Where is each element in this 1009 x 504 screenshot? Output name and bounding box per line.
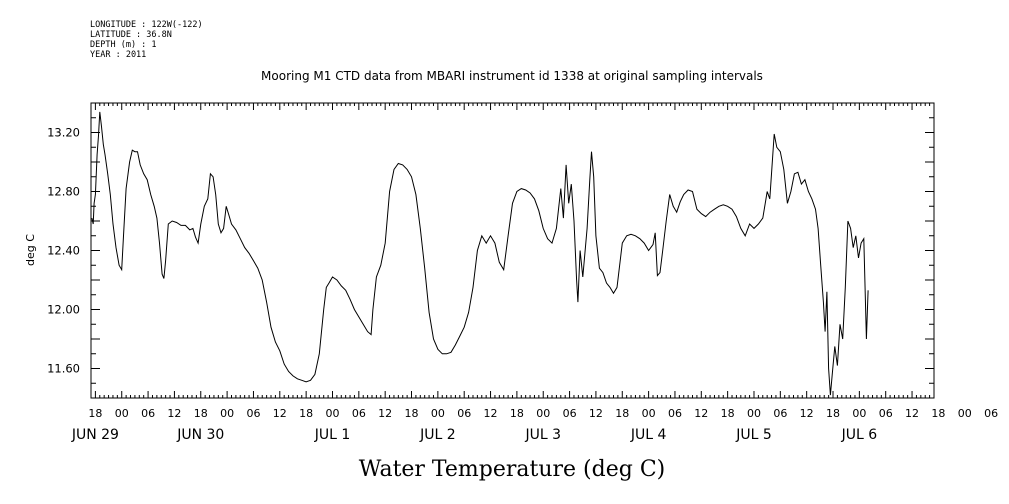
x-hour-label: 12 bbox=[694, 407, 708, 420]
year-label: YEAR : 2011 bbox=[90, 50, 147, 60]
x-hour-label: 00 bbox=[220, 407, 234, 420]
chart-title: Mooring M1 CTD data from MBARI instrumen… bbox=[261, 69, 763, 83]
x-hour-label: 12 bbox=[589, 407, 603, 420]
temperature-series-line bbox=[91, 111, 869, 396]
x-hour-label: 06 bbox=[984, 407, 998, 420]
y-tick-label: 11.60 bbox=[47, 362, 80, 376]
x-axis: 18 00 06 12 18 00 06 12 18 00 06 12 18 00 06 12 18 00 06 12… bbox=[71, 103, 998, 443]
x-hour-label: 18 bbox=[299, 407, 313, 420]
x-axis-label: Water Temperature (deg C) bbox=[359, 457, 666, 482]
latitude-label: LATITUDE : 36.8N bbox=[90, 30, 172, 40]
x-hour-label: 06 bbox=[773, 407, 787, 420]
depth-label: DEPTH (m) : 1 bbox=[90, 40, 157, 50]
x-hour-label: 00 bbox=[325, 407, 339, 420]
x-hour-label: 18 bbox=[826, 407, 840, 420]
plot-frame bbox=[90, 102, 935, 399]
x-hour-label: 00 bbox=[431, 407, 445, 420]
x-hour-label: 06 bbox=[879, 407, 893, 420]
metadata-block: LONGITUDE : 122W(-122) LATITUDE : 36.8N … bbox=[90, 20, 203, 60]
y-axis-label: deg C bbox=[24, 234, 37, 266]
x-hour-label: 18 bbox=[405, 407, 419, 420]
x-date-label: JUL 6 bbox=[841, 427, 878, 443]
x-hour-label: 18 bbox=[931, 407, 945, 420]
x-hour-label: 00 bbox=[958, 407, 972, 420]
y-tick-label: 12.40 bbox=[47, 244, 80, 258]
x-hour-label: 06 bbox=[563, 407, 577, 420]
x-hour-label: 18 bbox=[721, 407, 735, 420]
y-axis: 11.60 12.00 12.40 12.80 13.20 bbox=[47, 102, 934, 399]
x-date-label: JUL 2 bbox=[419, 427, 456, 443]
x-hour-label: 06 bbox=[668, 407, 682, 420]
x-date-label: JUL 1 bbox=[314, 427, 351, 443]
x-hour-label: 12 bbox=[905, 407, 919, 420]
x-hour-label: 06 bbox=[457, 407, 471, 420]
x-hour-label: 12 bbox=[167, 407, 181, 420]
x-hour-label: 06 bbox=[352, 407, 366, 420]
x-hour-label: 00 bbox=[536, 407, 550, 420]
y-tick-label: 12.80 bbox=[47, 185, 80, 199]
x-hour-label: 12 bbox=[800, 407, 814, 420]
x-hour-label: 18 bbox=[88, 407, 102, 420]
x-hour-label: 18 bbox=[510, 407, 524, 420]
x-hour-label: 06 bbox=[246, 407, 260, 420]
x-hour-label: 00 bbox=[747, 407, 761, 420]
y-tick-label: 12.00 bbox=[47, 303, 80, 317]
x-date-label: JUL 5 bbox=[735, 427, 772, 443]
x-hour-label: 00 bbox=[642, 407, 656, 420]
x-hour-label: 00 bbox=[115, 407, 129, 420]
y-tick-label: 13.20 bbox=[47, 126, 80, 140]
x-hour-label: 12 bbox=[273, 407, 287, 420]
x-date-label: JUL 3 bbox=[524, 427, 561, 443]
x-date-label: JUN 29 bbox=[71, 427, 119, 443]
x-hour-label: 18 bbox=[194, 407, 208, 420]
x-hour-label: 06 bbox=[141, 407, 155, 420]
x-date-label: JUN 30 bbox=[176, 427, 224, 443]
x-hour-label: 00 bbox=[852, 407, 866, 420]
x-hour-label: 12 bbox=[484, 407, 498, 420]
x-date-label: JUL 4 bbox=[630, 427, 667, 443]
x-hour-label: 12 bbox=[378, 407, 392, 420]
longitude-label: LONGITUDE : 122W(-122) bbox=[90, 20, 203, 30]
x-hour-label: 18 bbox=[615, 407, 629, 420]
